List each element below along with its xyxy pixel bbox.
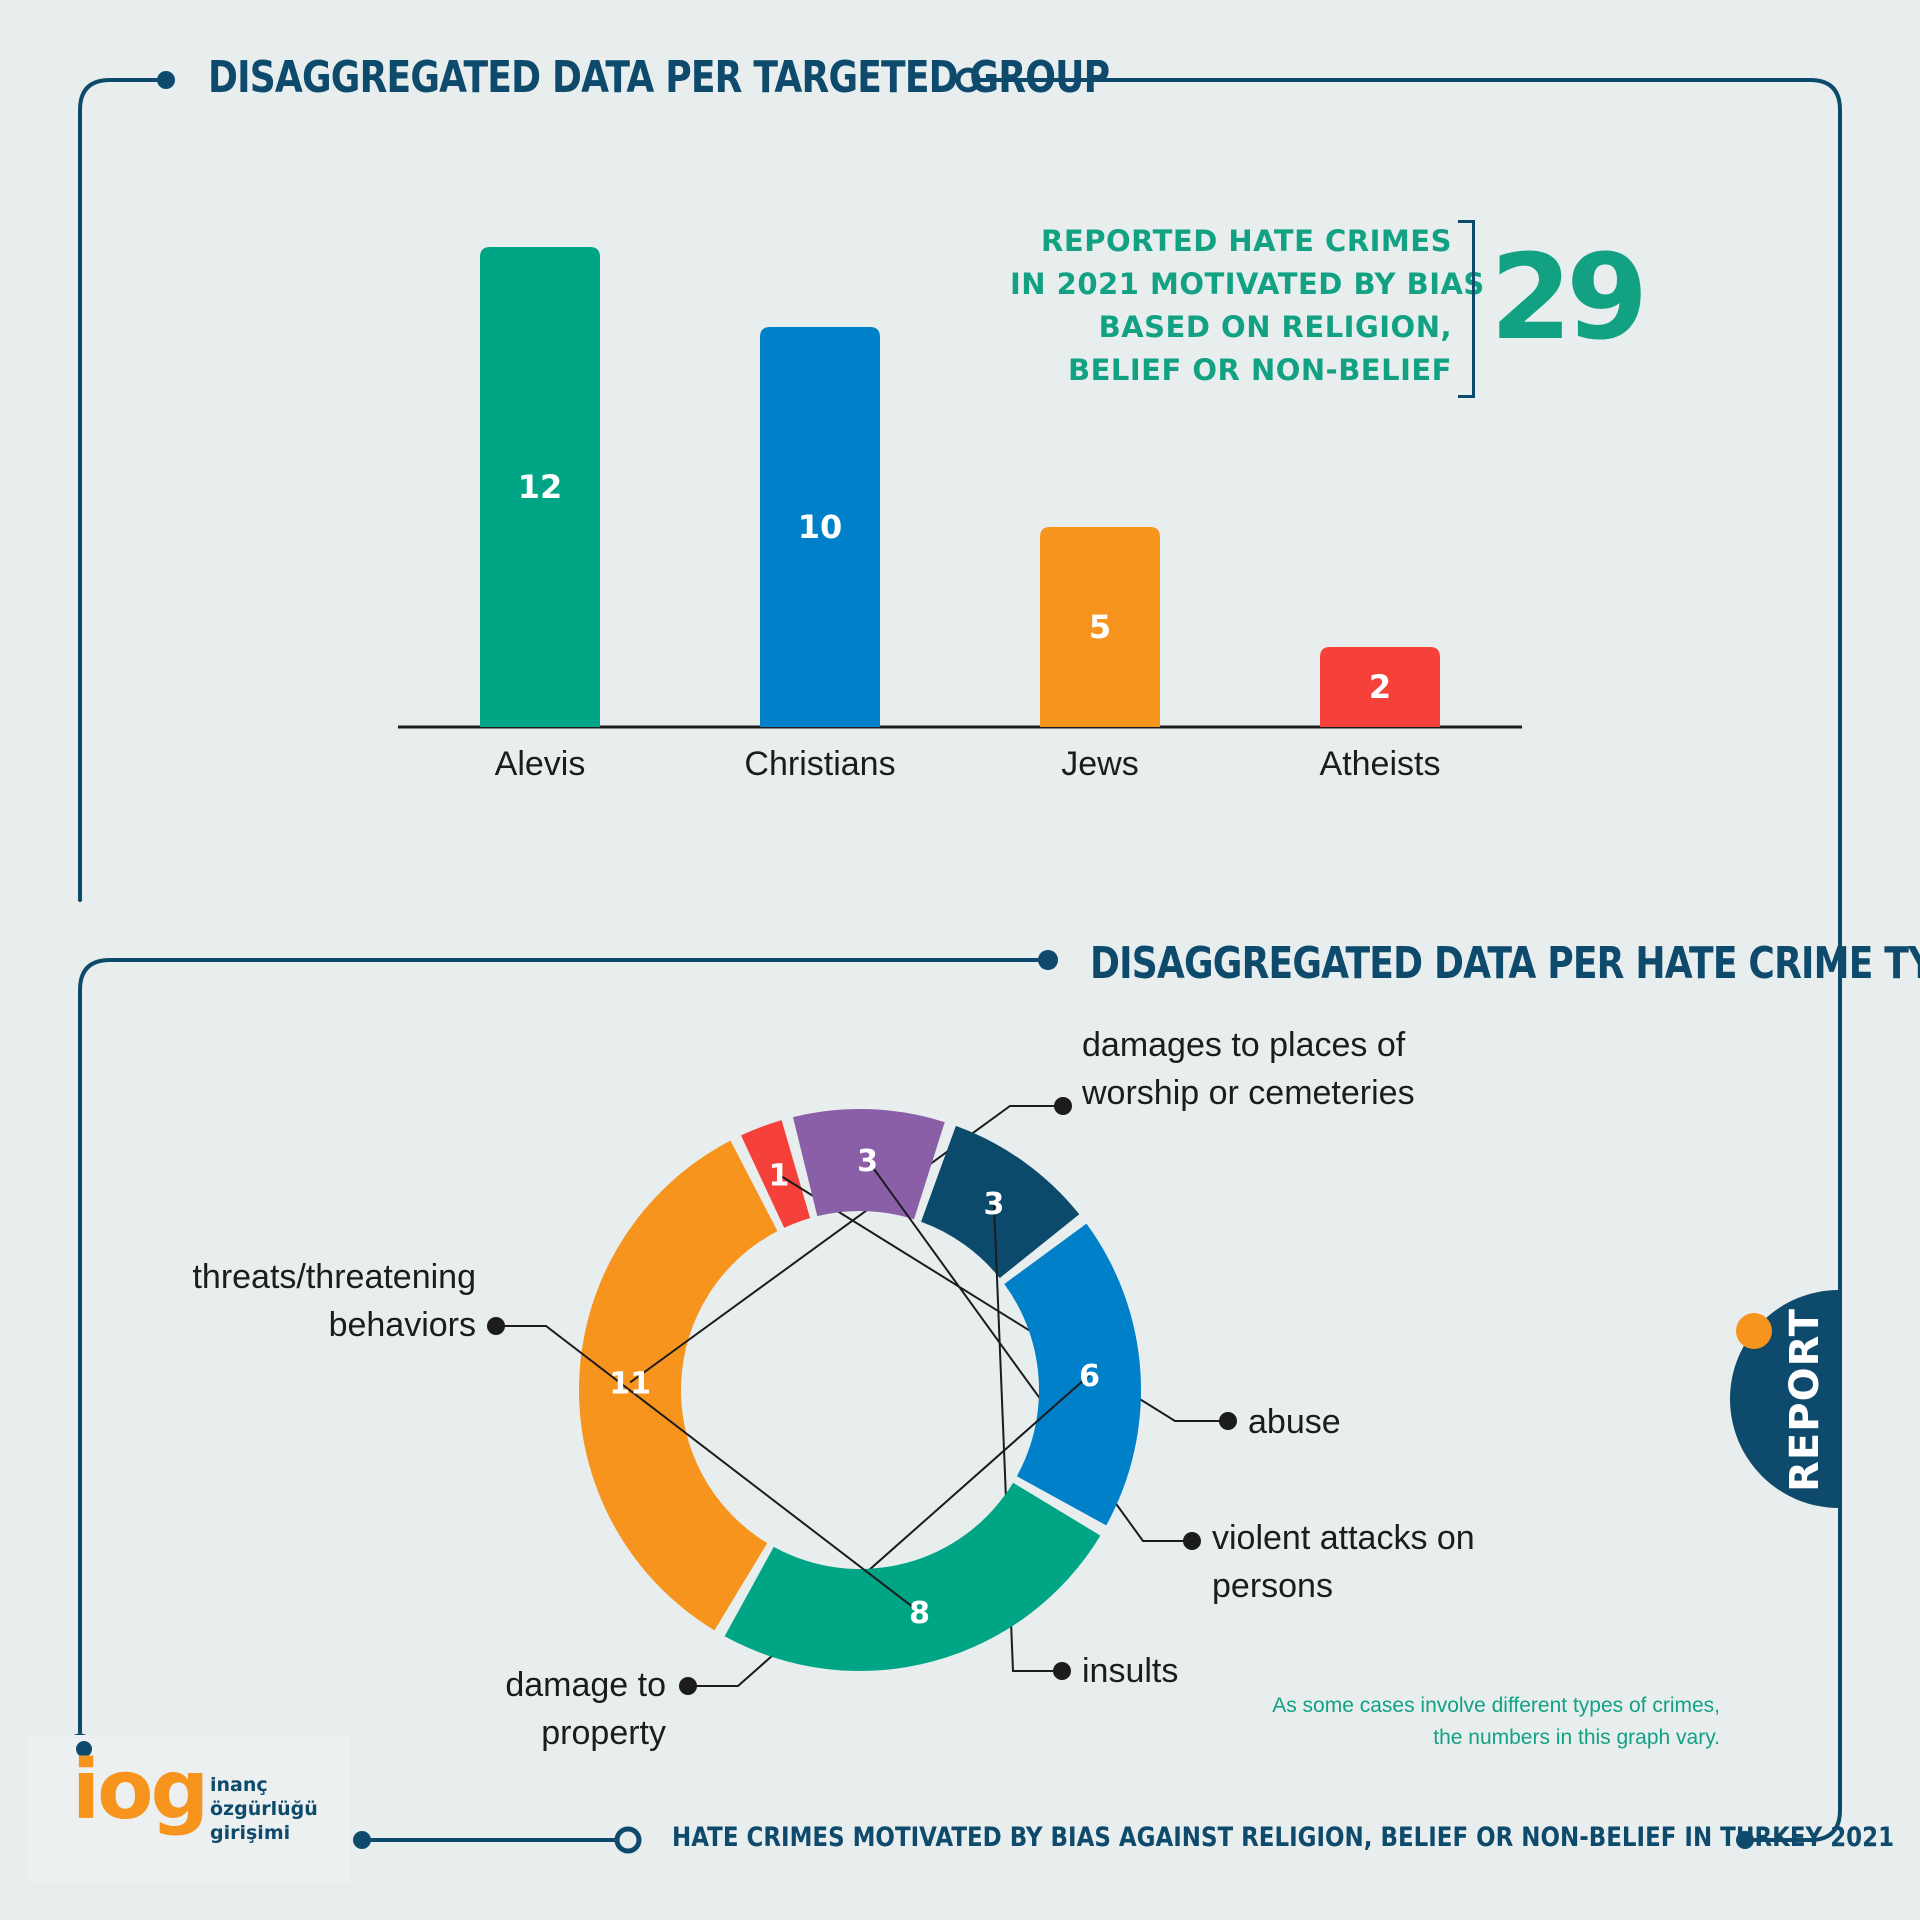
bar-category-label: Christians	[744, 745, 895, 783]
footnote-line-2: the numbers in this graph vary.	[1433, 1726, 1720, 1749]
callout-leader-line	[496, 1325, 921, 1613]
footnote: As some cases involve different types of…	[1200, 1690, 1720, 1754]
callout-leader-line	[688, 1374, 1091, 1687]
total-description-line-2: IN 2021 MOTIVATED BY BIAS	[1010, 267, 1485, 301]
bar-chart: 12 Alevis 10 Christians 5 Jews 2 Atheists	[398, 247, 1522, 783]
total-description: REPORTED HATE CRIMES IN 2021 MOTIVATED BY…	[1010, 220, 1485, 392]
bar-value-label: 12	[518, 468, 563, 506]
callout-dot	[1053, 1662, 1071, 1680]
bar-value-label: 2	[1369, 668, 1391, 706]
bar-category-label: Atheists	[1320, 745, 1441, 783]
logo: iog inanç özgürlüğü girişimi	[28, 1735, 350, 1883]
chart-title-targeted-group: DISAGGREGATED DATA PER TARGETED GROUP	[208, 52, 1110, 103]
chart-title-crime-type: DISAGGREGATED DATA PER HATE CRIME TYPE	[1090, 938, 1920, 989]
donut-slice-damage-to-property	[1004, 1223, 1141, 1526]
total-description-line-1: REPORTED HATE CRIMES	[1041, 224, 1452, 258]
donut-value-label: 6	[1079, 1359, 1100, 1394]
logo-text-line-2: özgürlüğü	[210, 1798, 318, 1820]
logo-text-line-3: girişimi	[210, 1822, 291, 1844]
slice-label-violent-attacks-on-persons: violent attacks on persons	[1212, 1519, 1475, 1605]
bar-christians	[760, 327, 880, 727]
donut-slice-insults	[921, 1125, 1080, 1279]
donut-value-label: 8	[909, 1596, 930, 1631]
bar-alevis	[480, 247, 600, 727]
bar-jews	[1040, 527, 1160, 727]
donut-slice-damages-to-places-of-worship-or-cemeteries	[579, 1140, 778, 1631]
callout-dot	[1183, 1532, 1201, 1550]
donut-value-label: 1	[769, 1159, 790, 1194]
callout-leader-line	[778, 1173, 1228, 1422]
donut-slice-abuse	[741, 1120, 811, 1228]
bar-value-label: 10	[798, 508, 843, 546]
footer-title: HATE CRIMES MOTIVATED BY BIAS AGAINST RE…	[672, 1822, 1895, 1853]
callout-dot	[1054, 1097, 1072, 1115]
logo-mark: iog	[72, 1743, 209, 1838]
callout-leader-line	[866, 1159, 1192, 1542]
logo-dot-icon	[76, 1741, 92, 1757]
logo-text-line-1: inanç	[210, 1774, 268, 1796]
bar-value-label: 5	[1089, 608, 1111, 646]
report-label: REPORT	[1782, 1308, 1828, 1492]
donut-value-label: 11	[609, 1366, 651, 1401]
donut-value-label: 3	[984, 1187, 1005, 1222]
total-description-line-4: BELIEF OR NON-BELIEF	[1067, 353, 1452, 387]
slice-label-damage-to-property: damage to property	[505, 1666, 666, 1752]
total-description-line-3: BASED ON RELIGION,	[1098, 310, 1452, 344]
slice-label-threats-threatening-behaviors: threats/threatening behaviors	[192, 1258, 476, 1344]
bar-atheists	[1320, 647, 1440, 727]
bar-category-label: Jews	[1061, 745, 1138, 783]
total-value: 29	[1490, 228, 1648, 366]
report-dot	[1736, 1313, 1772, 1349]
callout-dot	[1219, 1412, 1237, 1430]
slice-label-insults: insults	[1082, 1652, 1178, 1690]
donut-value-label: 3	[857, 1144, 878, 1179]
slice-label-abuse: abuse	[1248, 1403, 1341, 1441]
slice-label-damages-to-places-of-worship-or-cemeteries: damages to places of worship or cemeterie…	[1081, 1026, 1415, 1112]
bar-category-label: Alevis	[495, 745, 586, 783]
donut-slice-violent-attacks-on-persons	[792, 1109, 945, 1220]
footnote-line-1: As some cases involve different types of…	[1272, 1694, 1720, 1717]
callout-dot	[487, 1317, 505, 1335]
total-bracket	[1458, 220, 1475, 398]
callout-leader-line	[992, 1203, 1062, 1672]
callout-dot	[679, 1677, 697, 1695]
callout-leader-line	[629, 1105, 1063, 1384]
donut-slice-threats-threatening-behaviors	[724, 1482, 1101, 1671]
logo-text: inanç özgürlüğü girişimi	[210, 1773, 318, 1845]
